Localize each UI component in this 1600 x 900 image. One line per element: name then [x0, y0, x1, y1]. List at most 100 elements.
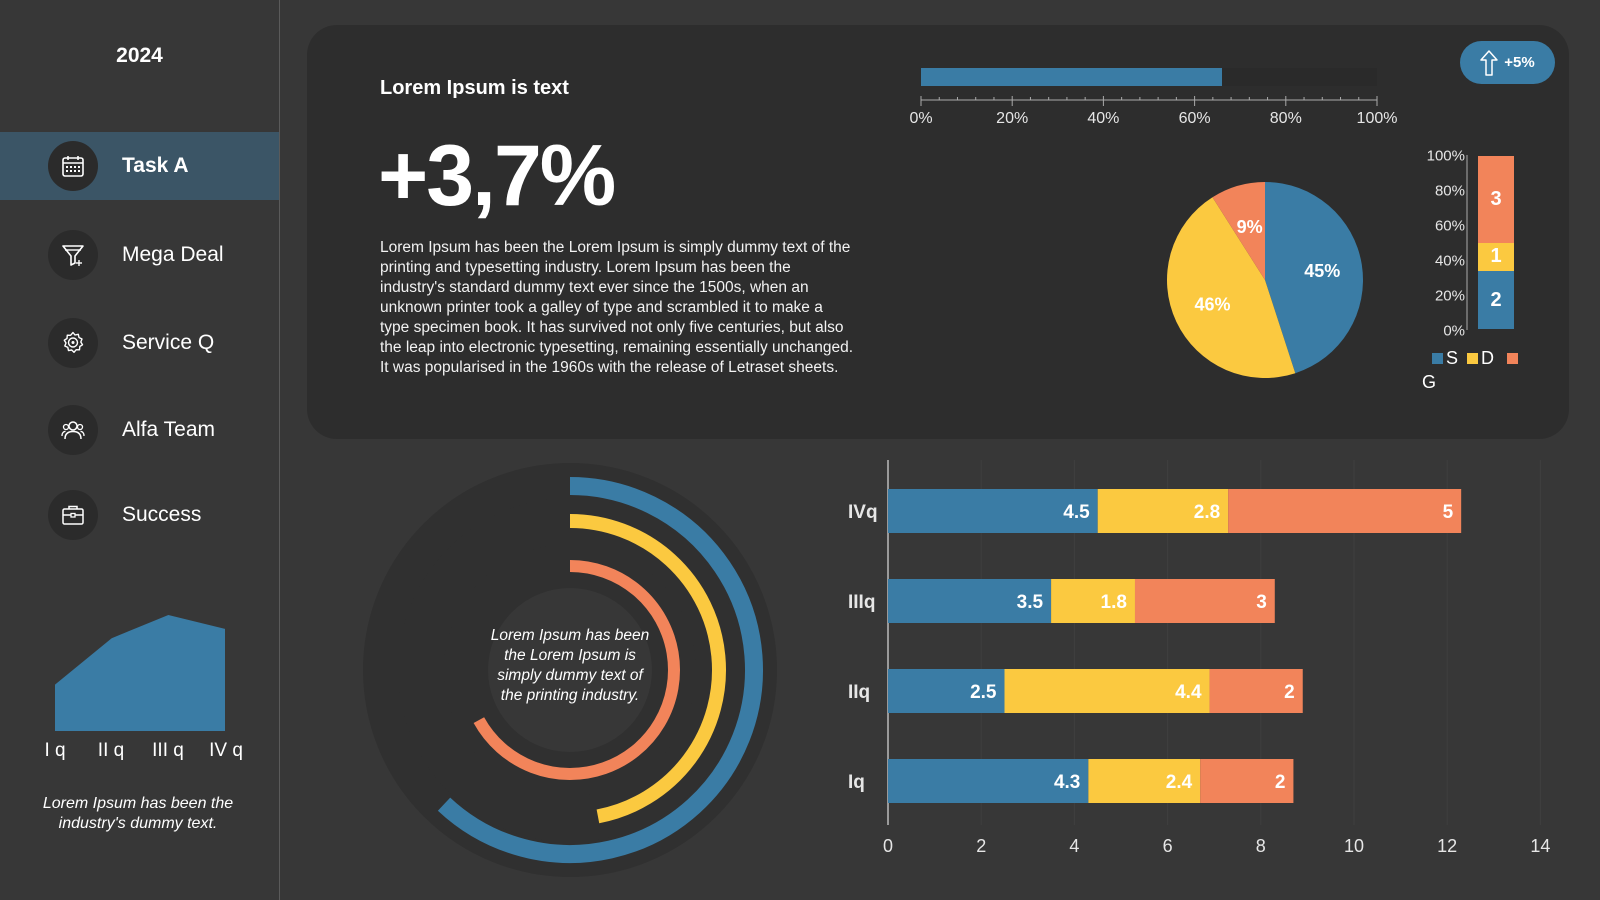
radial-arc [437, 477, 763, 863]
bar-value-label: 2.8 [1194, 502, 1220, 523]
summary-card [307, 25, 1569, 439]
bar-segment [888, 489, 1098, 533]
briefcase-icon [48, 490, 98, 540]
pie-slice-label: 45% [1304, 261, 1340, 281]
pie-slice-label: 46% [1195, 295, 1231, 315]
bar-value-label: 5 [1443, 502, 1454, 523]
bar-value-label: 3.5 [1017, 592, 1044, 613]
mini-area-labels: I q II q III q IV q [40, 740, 250, 762]
x-tick-label: 8 [1256, 836, 1266, 856]
growth-badge: +5% [1460, 41, 1555, 84]
x-tick-label: 14 [1530, 836, 1550, 856]
bar-value-label: 4.4 [1175, 682, 1202, 703]
bar-segment [1051, 579, 1135, 623]
bar-value-label: 2.5 [970, 682, 997, 703]
progress-track [921, 68, 1377, 86]
radial-arc [569, 514, 726, 824]
radial-bar-chart [363, 463, 777, 877]
x-tick-label: 2 [976, 836, 986, 856]
bar-segment [1228, 489, 1462, 533]
bar-value-label: 4.5 [1063, 502, 1090, 523]
stack-axis-label: 60% [1434, 217, 1465, 235]
legend-label-s: S [1446, 348, 1459, 368]
mini-area-chart [55, 615, 225, 731]
mini-area-label: III q [152, 740, 184, 761]
pie-slice [1167, 197, 1296, 378]
stack-axis-label: 100% [1426, 147, 1465, 165]
bar-segment [1209, 669, 1303, 713]
bar-segment [1088, 759, 1201, 803]
stacked-bar-chart: 0 2 4 6 8 10 12 14 IVq 4.5 2.8 5 IIIq 3.5 1.8 3 IIq 2.5 4.… [848, 460, 1550, 856]
mini-area-series [55, 615, 225, 731]
summary-paragraph: Lorem Ipsum has been the Lorem Ipsum is … [380, 239, 854, 376]
progress-tick-labels: 0% 20% 40% 60% 80% 100% [909, 110, 1397, 130]
bar-value-label: 1.8 [1101, 592, 1127, 613]
stack-axis-label: 80% [1434, 182, 1465, 200]
y-category-label: IIq [848, 682, 870, 703]
legend-label-d: D [1481, 348, 1495, 368]
stack-axis-label: 20% [1434, 287, 1465, 305]
stack-axis: 100% 80% 60% 40% 20% 0% [1405, 146, 1465, 346]
summary-big-number: +3,7% [378, 128, 616, 224]
pie-slice-label: 9% [1237, 217, 1263, 237]
stack-legend: S D [1432, 348, 1519, 369]
y-category-label: IVq [848, 502, 878, 523]
sidebar-note: Lorem Ipsum has been the industry's dumm… [42, 795, 234, 832]
bar-segment [1097, 489, 1229, 533]
bar-segment [888, 579, 1052, 623]
sidebar-item-label: Mega Deal [122, 243, 224, 266]
pie-chart: 45% 46% 9% [1167, 182, 1363, 378]
pie-slice [1265, 182, 1363, 374]
legend-swatch-s [1432, 353, 1443, 364]
sidebar-item-mega-deal[interactable]: Mega Deal [0, 221, 279, 289]
bar-value-label: 4.3 [1054, 772, 1080, 793]
progress-fill [921, 68, 1222, 86]
y-category-label: IIIq [848, 592, 875, 613]
mini-area-label: IV q [209, 740, 243, 761]
bar-value-label: 2.4 [1166, 772, 1193, 793]
calendar-icon [48, 141, 98, 191]
legend-swatch-g [1507, 353, 1519, 364]
progress-tick-label: 20% [996, 110, 1029, 127]
stack-axis-label: 40% [1434, 252, 1465, 270]
gear-icon [48, 318, 98, 368]
summary-subtitle: Lorem Ipsum is text [380, 77, 569, 99]
arrow-up-icon [1480, 49, 1499, 76]
sidebar-item-label: Service Q [122, 331, 215, 354]
funnel-icon [48, 230, 98, 280]
stack-segment: 1 [1478, 242, 1514, 272]
y-category-label: Iq [848, 772, 865, 793]
radial-center-text: Lorem Ipsum has been the Lorem Ipsum is … [490, 627, 650, 704]
bar-segment [1200, 759, 1294, 803]
x-tick-label: 6 [1163, 836, 1173, 856]
sidebar-item-task-a[interactable]: Task A [0, 132, 279, 200]
bar-value-label: 2 [1284, 682, 1295, 703]
stack-axis-label: 0% [1443, 322, 1465, 340]
stack-segment: 2 [1478, 271, 1514, 329]
growth-badge-label: +5% [1504, 54, 1535, 71]
mini-area-label: I q [44, 740, 66, 761]
legend-swatch-d [1467, 353, 1479, 364]
stack-axis-line [1466, 155, 1468, 330]
bar-segment [888, 669, 1005, 713]
sidebar-item-success[interactable]: Success [0, 481, 279, 549]
mini-area-label: II q [97, 740, 125, 761]
x-tick-label: 4 [1069, 836, 1079, 856]
sidebar-item-label: Alfa Team [122, 418, 215, 441]
year-label: 2024 [116, 44, 163, 67]
sidebar-item-service-q[interactable]: Service Q [0, 309, 279, 377]
bar-segment [888, 759, 1089, 803]
progress-tick-label: 0% [909, 110, 933, 127]
progress-tick-label: 100% [1356, 110, 1398, 127]
bar-value-label: 2 [1275, 772, 1286, 793]
sidebar-item-label: Success [122, 503, 202, 526]
x-tick-label: 0 [883, 836, 893, 856]
progress-tick-label: 40% [1087, 110, 1120, 127]
sidebar-item-alfa-team[interactable]: Alfa Team [0, 396, 279, 464]
pie-slice [1212, 182, 1265, 280]
progress-tick-label: 60% [1178, 110, 1211, 127]
x-tick-label: 12 [1437, 836, 1457, 856]
bar-segment [1004, 669, 1210, 713]
bar-segment [1134, 579, 1275, 623]
